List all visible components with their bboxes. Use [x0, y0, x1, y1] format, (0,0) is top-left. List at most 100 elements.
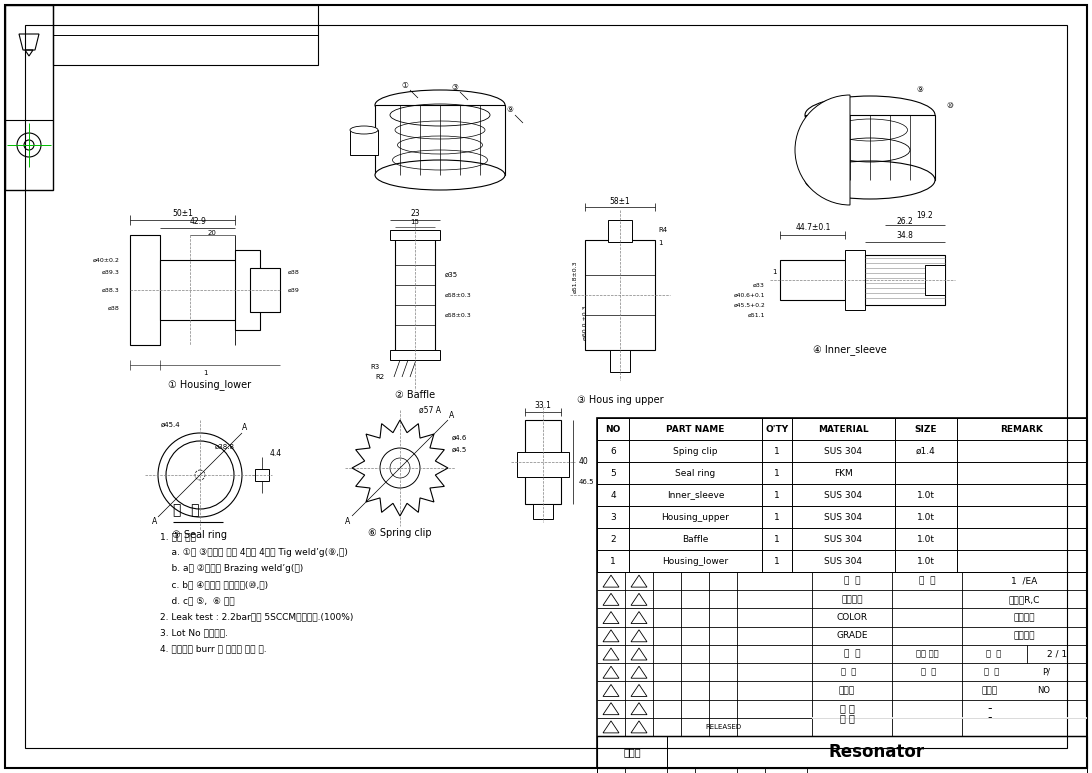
Ellipse shape [351, 126, 378, 134]
Text: 주  기: 주 기 [173, 503, 200, 517]
Text: ø38: ø38 [288, 270, 299, 274]
Text: c. b와 ④입력후 원주용접(⑩,Ⓟ): c. b와 ④입력후 원주용접(⑩,Ⓟ) [161, 580, 269, 589]
Text: ① Housing_lower: ① Housing_lower [168, 380, 251, 390]
Bar [533, 504, 553, 519]
Bar [390, 350, 440, 360]
Text: ø4.6: ø4.6 [452, 435, 467, 441]
Text: 표면처리: 표면처리 [841, 595, 863, 604]
Text: ø40.6+0.1: ø40.6+0.1 [734, 292, 765, 298]
Text: 설  계: 설 계 [841, 668, 856, 676]
Text: ø1.4: ø1.4 [916, 447, 936, 455]
Bar [597, 768, 1087, 773]
Text: 33.1: 33.1 [535, 400, 551, 410]
Ellipse shape [375, 90, 505, 120]
Bar [525, 420, 561, 504]
Text: 검  도: 검 도 [922, 668, 937, 676]
Text: ② Baffle: ② Baffle [395, 390, 435, 400]
Text: 주기 참조: 주기 참조 [916, 649, 938, 659]
Text: SUS 304: SUS 304 [824, 512, 863, 522]
Text: R3: R3 [371, 364, 380, 370]
Text: Inner_sleeve: Inner_sleeve [667, 491, 724, 499]
Text: PART NAME: PART NAME [666, 424, 725, 434]
Text: REMARK: REMARK [1000, 424, 1044, 434]
Text: 일반공차: 일반공차 [1013, 613, 1035, 622]
Bar [517, 452, 569, 477]
Text: 26.2: 26.2 [897, 217, 913, 226]
Text: A: A [242, 424, 248, 433]
Text: ø4.5: ø4.5 [452, 447, 467, 453]
Text: SIZE: SIZE [915, 424, 937, 434]
Bar [390, 230, 440, 240]
Bar [54, 5, 318, 65]
Text: Housing_lower: Housing_lower [663, 557, 728, 566]
Text: 1: 1 [658, 240, 663, 246]
Text: SUS 304: SUS 304 [824, 534, 863, 543]
Text: COLOR: COLOR [836, 613, 867, 622]
Text: GRADE: GRADE [836, 632, 868, 640]
Text: 재  질: 재 질 [844, 649, 860, 659]
Text: 1: 1 [203, 370, 207, 376]
Text: ø35: ø35 [446, 272, 459, 278]
Text: 2. Leak test : 2.2bar에서 5SCCM이하일것.(100%): 2. Leak test : 2.2bar에서 5SCCM이하일것.(100%) [161, 612, 354, 621]
Text: NO: NO [605, 424, 620, 434]
Bar [256, 469, 269, 481]
Text: 23: 23 [411, 209, 419, 219]
Bar [610, 350, 630, 372]
Text: ø38.3: ø38.3 [103, 288, 120, 292]
Text: P/: P/ [1042, 668, 1051, 676]
Text: 40: 40 [579, 458, 589, 466]
Text: ø45.5+0.2: ø45.5+0.2 [733, 302, 765, 308]
Text: -: - [987, 711, 992, 724]
Text: ø58±0.3: ø58±0.3 [446, 312, 472, 318]
Bar [597, 418, 1087, 768]
Text: ø60.0 ±0.3: ø60.0 ±0.3 [582, 305, 587, 339]
Text: 2 / 1: 2 / 1 [1047, 649, 1067, 659]
Bar [845, 250, 865, 310]
Bar [351, 130, 378, 155]
Text: ⑨: ⑨ [507, 105, 513, 114]
Text: 부품명: 부품명 [624, 747, 641, 757]
Bar [597, 736, 1087, 768]
Text: 최상락: 최상락 [982, 686, 998, 695]
Text: ø58±0.3: ø58±0.3 [446, 292, 472, 298]
Text: ø40±0.2: ø40±0.2 [93, 257, 120, 263]
Bar [925, 265, 945, 295]
Text: 1.0t: 1.0t [917, 557, 935, 566]
Text: 5: 5 [610, 468, 616, 478]
Text: SUS 304: SUS 304 [824, 491, 863, 499]
Text: ø38: ø38 [108, 305, 120, 311]
Text: SUS 304: SUS 304 [824, 557, 863, 566]
Text: 34.8: 34.8 [897, 230, 913, 240]
Bar [235, 250, 260, 330]
Text: 1: 1 [610, 557, 616, 566]
Text: Seal ring: Seal ring [675, 468, 715, 478]
Text: 1: 1 [774, 491, 780, 499]
Text: ③: ③ [452, 83, 459, 91]
Text: A: A [153, 517, 157, 526]
Bar [585, 240, 655, 350]
Text: ③ Hous ing upper: ③ Hous ing upper [577, 395, 663, 405]
Text: ø51.1: ø51.1 [748, 312, 765, 318]
Text: d. c에 ⑤,  ⑥ 삽입: d. c에 ⑤, ⑥ 삽입 [161, 596, 235, 605]
Text: 척  도: 척 도 [986, 649, 1001, 659]
Text: Sping clip: Sping clip [674, 447, 717, 455]
Text: ⑥ Spring clip: ⑥ Spring clip [368, 528, 431, 538]
Ellipse shape [805, 96, 935, 134]
Text: 도 번: 도 번 [840, 713, 854, 723]
Bar [395, 235, 435, 355]
Text: 미지절R,C: 미지절R,C [1009, 595, 1041, 604]
Text: ①: ① [402, 80, 408, 90]
Text: Resonator: Resonator [829, 743, 925, 761]
Text: 1  /EA: 1 /EA [1011, 577, 1037, 586]
Text: 각도공차: 각도공차 [1013, 632, 1035, 640]
Text: O'TY: O'TY [765, 424, 788, 434]
Text: A: A [345, 516, 351, 526]
Text: ø33: ø33 [753, 282, 765, 288]
Wedge shape [795, 95, 850, 205]
Text: 4. 날카로운 burr 및 이물질 없을 것.: 4. 날카로운 burr 및 이물질 없을 것. [161, 644, 266, 653]
Text: 3: 3 [610, 512, 616, 522]
Text: 1.0t: 1.0t [917, 512, 935, 522]
Bar [375, 105, 505, 175]
Text: 15: 15 [411, 219, 419, 225]
Text: Baffle: Baffle [682, 534, 709, 543]
